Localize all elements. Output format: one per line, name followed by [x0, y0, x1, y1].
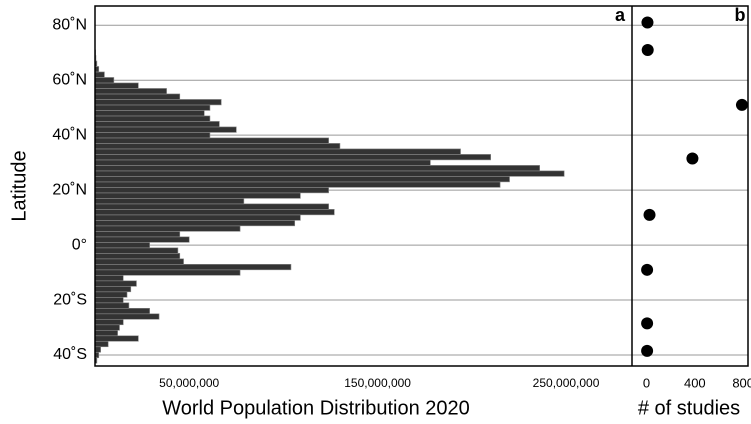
y-tick-label: 40˚N: [52, 126, 87, 143]
bar: [94, 264, 292, 271]
bar: [94, 313, 160, 320]
x-tick-label: 400: [684, 375, 706, 390]
x-tick-label: 50,000,000: [159, 376, 219, 390]
point: [643, 208, 656, 221]
y-tick-label: 20˚N: [52, 181, 87, 198]
bar: [94, 176, 510, 183]
bar: [94, 181, 501, 188]
point: [686, 152, 699, 165]
bar: [94, 71, 105, 78]
bar: [94, 143, 341, 150]
panel-label: b: [735, 5, 746, 25]
bar: [94, 335, 139, 342]
bar: [94, 121, 220, 128]
bar: [94, 209, 335, 216]
y-tick-label: 20˚S: [53, 291, 87, 308]
point: [735, 98, 748, 111]
x-tick-label: 800: [732, 375, 751, 390]
bar: [94, 77, 115, 84]
bar: [94, 198, 245, 205]
bar: [94, 82, 139, 89]
x-tick-label: 150,000,000: [344, 376, 411, 390]
bar: [94, 286, 132, 293]
point: [641, 317, 654, 330]
y-tick-label: 60˚N: [52, 71, 87, 88]
bar: [94, 225, 241, 232]
x-tick-label: 0: [643, 375, 650, 390]
bar: [94, 88, 167, 95]
bar: [94, 275, 124, 282]
bar: [94, 203, 329, 210]
bar: [94, 307, 150, 315]
bar: [94, 329, 118, 337]
bar: [94, 280, 137, 287]
bar: [94, 165, 540, 172]
y-tick-label: 0°: [72, 236, 87, 253]
bar: [94, 187, 329, 194]
bar: [94, 126, 237, 133]
bar: [94, 93, 181, 100]
bar: [94, 302, 130, 309]
bar: [94, 236, 190, 243]
bar: [94, 296, 124, 304]
bar: [94, 291, 128, 298]
point: [641, 263, 654, 276]
bar: [94, 242, 150, 249]
bar: [94, 324, 120, 331]
bar: [94, 247, 179, 254]
y-tick-label: 80˚N: [52, 16, 87, 33]
bar: [94, 132, 211, 139]
bar: [94, 159, 431, 166]
y-tick-label: 40˚S: [53, 346, 87, 363]
bar: [94, 231, 181, 238]
bar: [94, 170, 565, 177]
bar: [94, 214, 301, 221]
bar: [94, 346, 101, 353]
point: [641, 43, 654, 56]
bar: [94, 110, 205, 117]
bar: [94, 104, 211, 111]
bar: [94, 220, 296, 227]
bar: [94, 192, 301, 199]
panel-label: a: [615, 5, 626, 25]
bar: [94, 318, 124, 326]
point: [641, 344, 654, 357]
bar: [94, 115, 211, 122]
point: [641, 16, 654, 29]
bar: [94, 253, 181, 260]
y-axis-title: Latitude: [8, 150, 30, 221]
plot-frame: [94, 5, 749, 367]
bar: [94, 148, 461, 155]
x-axis-title: World Population Distribution 2020: [162, 397, 470, 419]
bar: [94, 154, 491, 161]
x-axis-title: # of studies: [638, 397, 740, 419]
bar: [94, 340, 109, 348]
bar: [94, 137, 329, 144]
x-tick-label: 250,000,000: [533, 376, 600, 390]
bar: [94, 258, 184, 265]
bar: [94, 269, 241, 276]
bar: [94, 99, 222, 106]
